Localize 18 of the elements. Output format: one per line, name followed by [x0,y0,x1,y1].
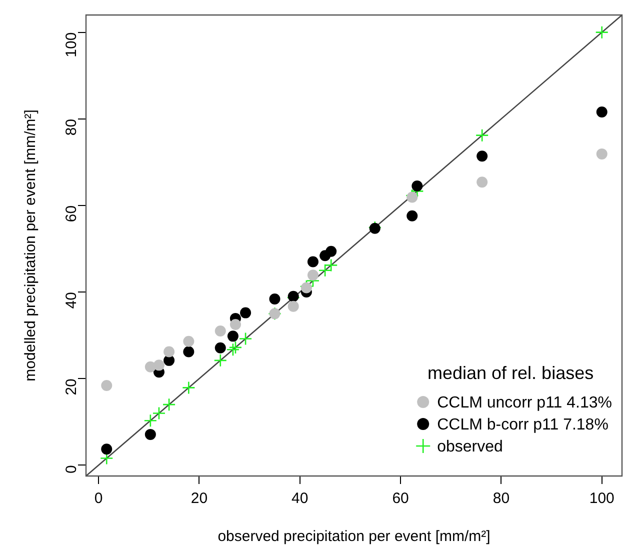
x-tick-label: 0 [94,490,103,508]
y-tick-label: 60 [63,205,80,222]
y-tick-label: 40 [63,292,80,309]
y-tick-label: 20 [63,378,80,396]
x-tick-label: 20 [190,490,208,508]
x-tick-label: 80 [492,490,510,508]
legend-label: observed [437,438,503,456]
y-tick-label: 0 [63,465,80,474]
x-tick-label: 40 [292,490,308,508]
x-axis-title: observed precipitation per event [mm/m²] [218,528,490,546]
legend-label: CCLM uncorr p11 4.13% [437,394,612,412]
legend-title: median of rel. biases [428,362,594,383]
y-axis-title: modelled precipitation per event [mm/m²] [22,110,40,382]
legend-label: CCLM b-corr p11 7.18% [437,416,608,434]
y-tick-label: 80 [63,118,80,136]
x-tick-label: 100 [589,490,614,508]
x-tick-label: 60 [392,490,409,508]
y-tick-label: 100 [63,32,80,58]
